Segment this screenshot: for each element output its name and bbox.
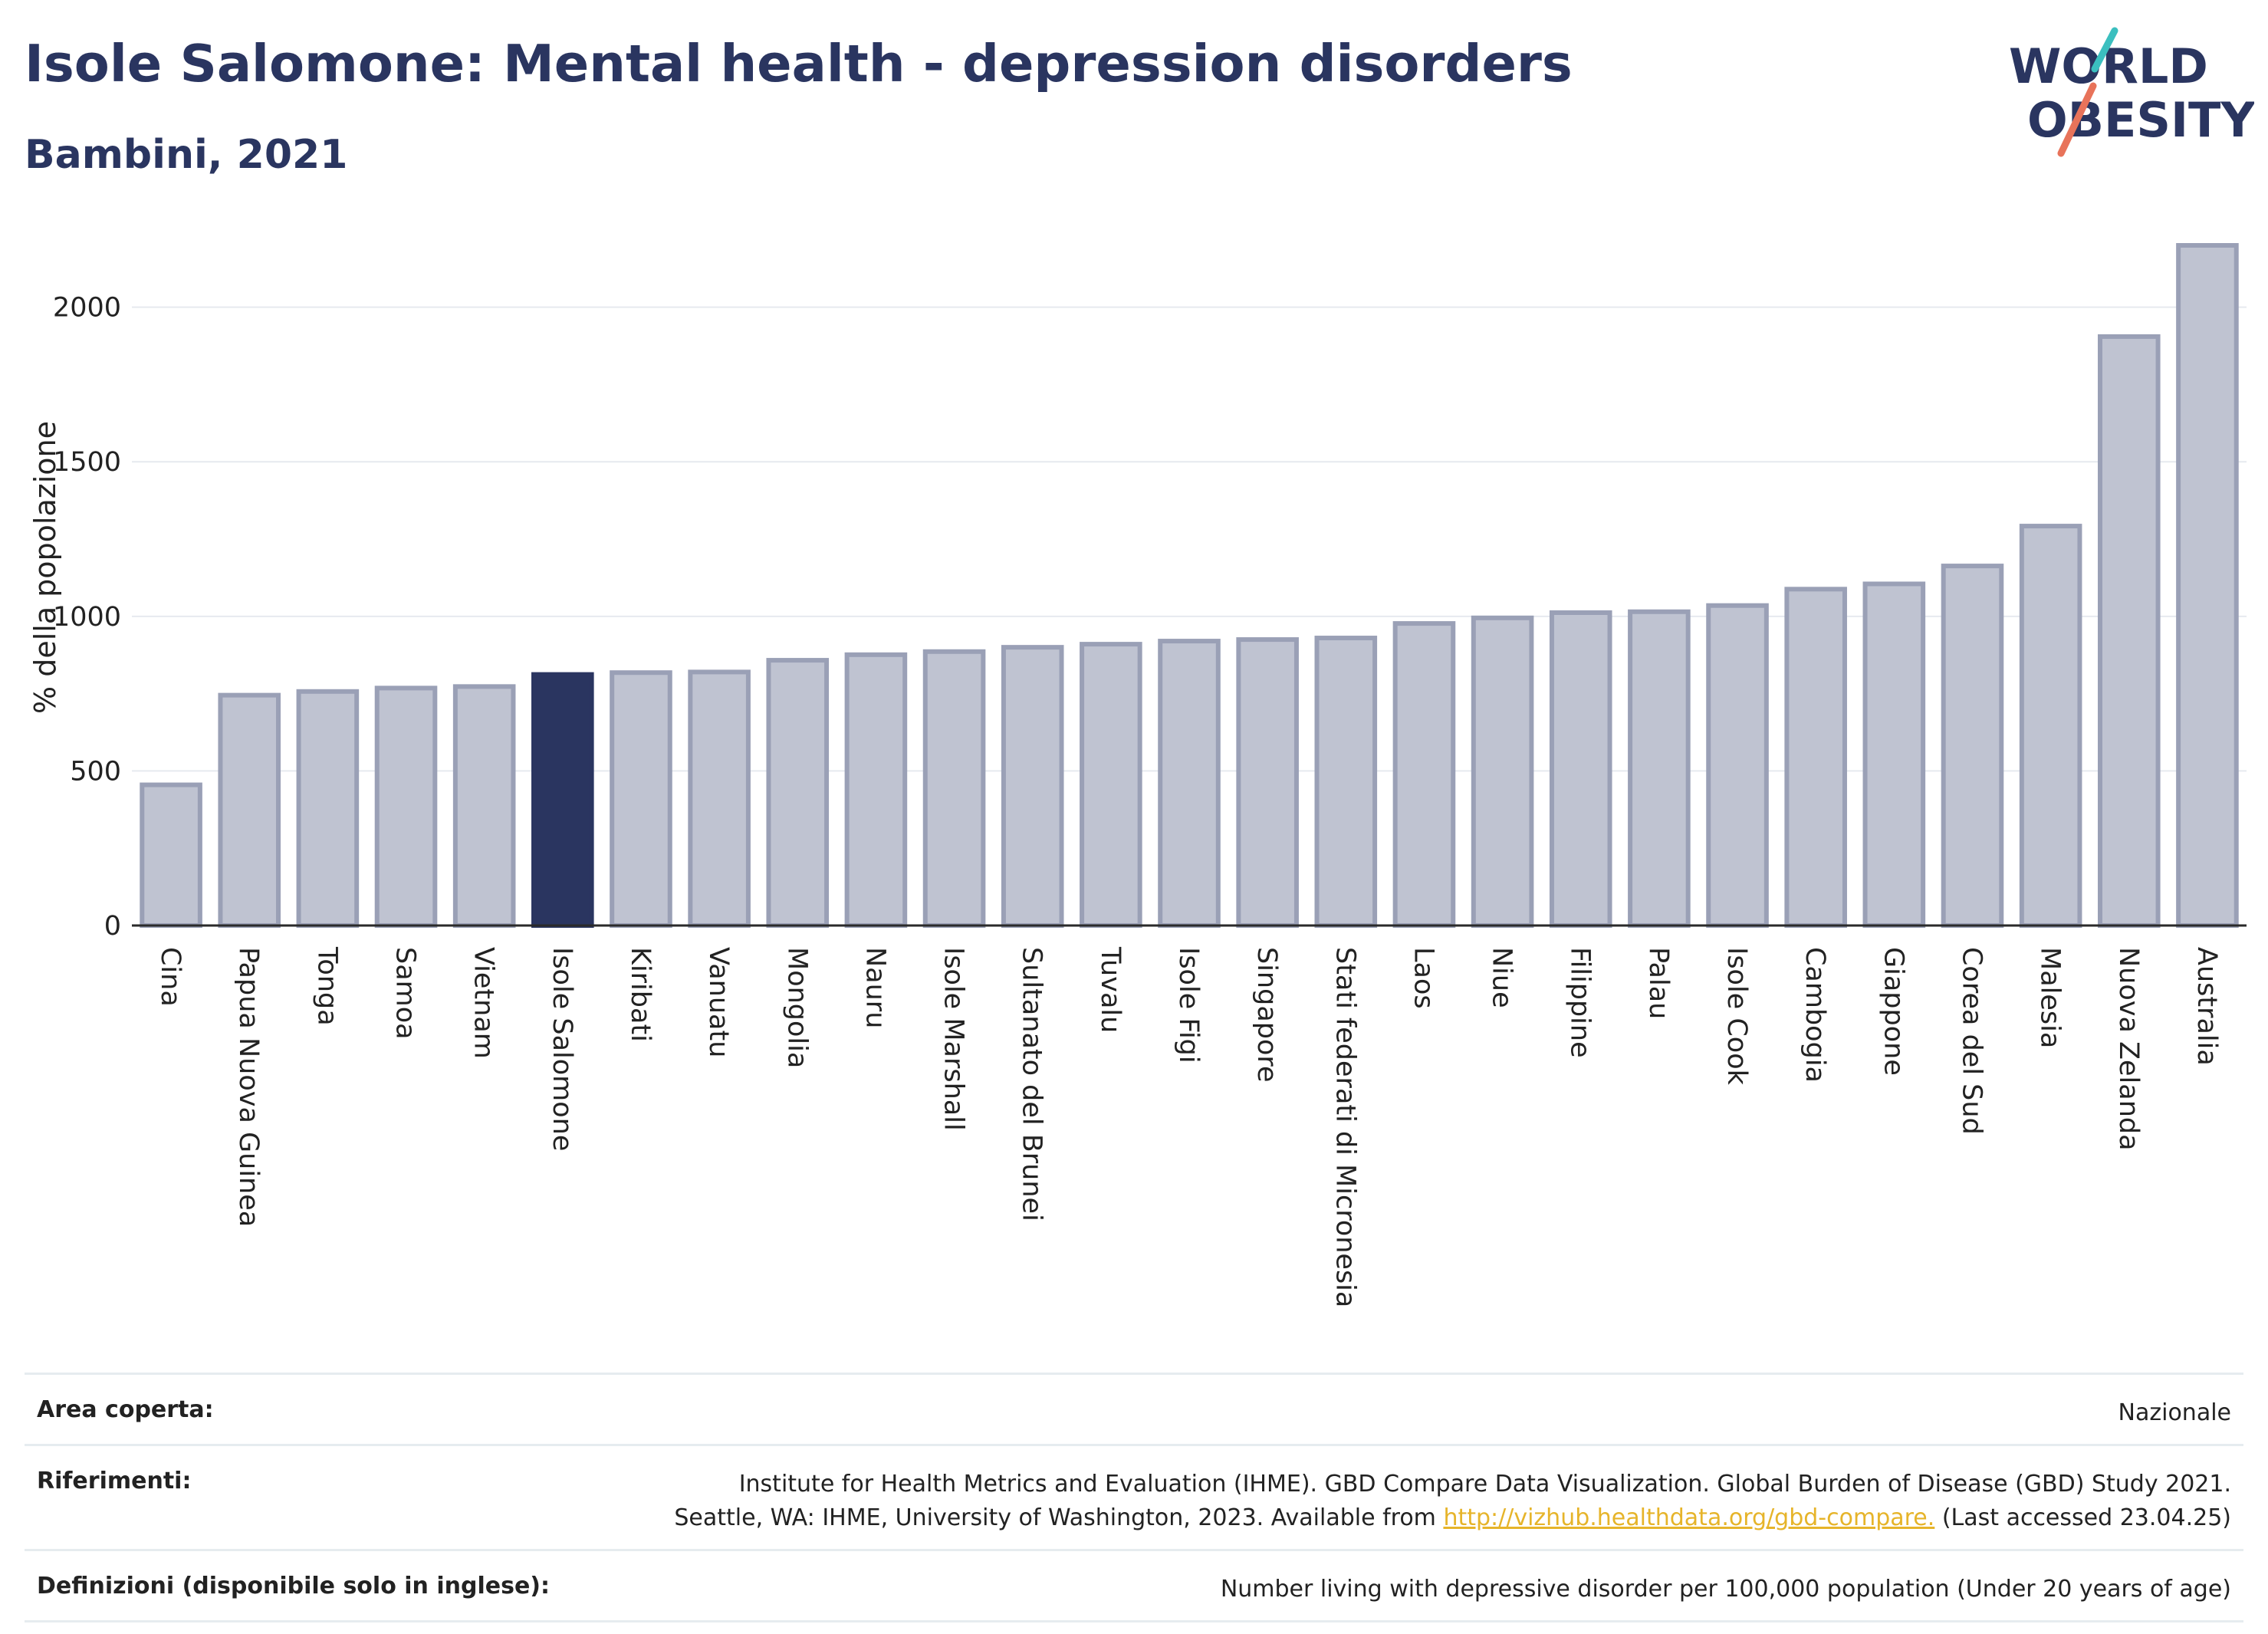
- bar-tonga: [296, 689, 360, 929]
- bar-vietnam: [452, 684, 516, 928]
- info-key-references: Riferimenti:: [37, 1468, 192, 1494]
- x-tick-label: Mongolia: [781, 947, 812, 1068]
- bar-papua-nuova-guinea: [218, 692, 281, 928]
- bar-samoa: [374, 685, 438, 929]
- x-tick-label: Tuvalu: [1095, 946, 1126, 1033]
- info-row-references: Riferimenti: Institute for Health Metric…: [25, 1444, 2243, 1549]
- x-tick-label: Giappone: [1878, 947, 1908, 1076]
- logo-slash-red: [2057, 82, 2097, 157]
- info-value-area: Nazionale: [2118, 1399, 2231, 1426]
- y-axis-label: % della popolazione: [28, 421, 62, 714]
- x-tick-label: Isole Marshall: [938, 947, 969, 1131]
- chart-subtitle: Bambini, 2021: [25, 132, 348, 178]
- y-tick-label: 1500: [53, 447, 121, 478]
- y-axis-ticks: 0 500 1000 1500 2000: [53, 293, 121, 942]
- x-axis-labels: Cina Papua Nuova Guinea Tonga Samoa Vietnam I…: [155, 946, 2222, 1307]
- bar-nauru: [844, 652, 908, 929]
- y-tick-label: 2000: [53, 293, 121, 324]
- bar-niue: [1471, 615, 1534, 929]
- bar-mongolia: [766, 658, 830, 928]
- x-tick-label: Singapore: [1251, 947, 1282, 1083]
- bar-australia: [2176, 243, 2239, 928]
- info-key-definitions: Definizioni (disponibile solo in inglese…: [37, 1573, 550, 1599]
- logo-slash-teal: [2091, 27, 2118, 73]
- bar-laos: [1392, 621, 1456, 928]
- bar-filippine: [1549, 610, 1612, 928]
- x-tick-label: Vietnam: [468, 947, 499, 1059]
- x-tick-label: Malesia: [2035, 947, 2066, 1048]
- info-value-definitions: Number living with depressive disorder p…: [1220, 1576, 2231, 1603]
- x-tick-label: Papua Nuova Guinea: [233, 947, 264, 1227]
- bar-vanuatu: [688, 669, 751, 929]
- info-value-references: Institute for Health Metrics and Evaluat…: [674, 1468, 2231, 1535]
- x-tick-label: Tonga: [311, 946, 342, 1026]
- bar-corea-del-sud: [1941, 564, 2004, 928]
- reference-line-2: Seattle, WA: IHME, University of Washing…: [674, 1501, 2231, 1535]
- x-tick-label: Sultanato del Brunei: [1017, 947, 1047, 1221]
- bar-malesia: [2019, 524, 2082, 928]
- world-obesity-logo: WORLD OBESITY: [2009, 27, 2254, 157]
- bar-singapore: [1236, 637, 1299, 928]
- x-tick-label: Corea del Sud: [1956, 947, 1987, 1135]
- info-row-definitions: Definizioni (disponibile solo in inglese…: [25, 1549, 2243, 1622]
- x-tick-label: Nauru: [860, 947, 890, 1028]
- reference-line-2-end: (Last accessed 23.04.25): [1934, 1504, 2231, 1531]
- bar-isole-salomone: [531, 672, 594, 929]
- bar-palau: [1628, 609, 1691, 928]
- info-row-area: Area coperta: Nazionale: [25, 1373, 2243, 1444]
- bar-tuvalu: [1080, 642, 1142, 928]
- bar-giappone: [1862, 581, 1926, 928]
- info-table: Area coperta: Nazionale Riferimenti: Ins…: [25, 1373, 2243, 1622]
- x-tick-label: Nuova Zelanda: [2113, 947, 2144, 1151]
- x-tick-label: Kiribati: [625, 947, 656, 1042]
- bar-isole-figi: [1158, 639, 1221, 929]
- x-tick-label: Samoa: [390, 947, 421, 1040]
- bar-kiribati: [610, 670, 672, 928]
- reference-line-1: Institute for Health Metrics and Evaluat…: [738, 1471, 2231, 1498]
- bar-isole-marshall: [922, 649, 986, 928]
- x-tick-label: Stati federati di Micronesia: [1330, 947, 1360, 1307]
- x-tick-label: Filippine: [1565, 947, 1596, 1058]
- bar-nuova-zelanda: [2097, 334, 2161, 928]
- x-tick-label: Palau: [1643, 947, 1674, 1019]
- reference-link[interactable]: http://vizhub.healthdata.org/gbd-compare…: [1443, 1504, 1935, 1531]
- y-tick-label: 0: [104, 911, 121, 942]
- bar-cambogia: [1784, 587, 1847, 928]
- chart-title: Isole Salomone: Mental health - depressi…: [25, 34, 1573, 94]
- bar-cina: [140, 782, 202, 928]
- x-tick-label: Isole Salomone: [547, 947, 577, 1151]
- x-tick-label: Vanuatu: [703, 947, 734, 1057]
- bar-chart: 0 500 1000 1500 2000 Cina Papua Nuova Guinea T…: [28, 243, 2247, 1307]
- reference-line-2-start: Seattle, WA: IHME, University of Washing…: [674, 1504, 1444, 1531]
- bar-sultanato-del-brunei: [1001, 645, 1064, 928]
- bar-isole-cook: [1706, 603, 1769, 929]
- x-tick-label: Isole Figi: [1173, 947, 1204, 1064]
- y-tick-label: 500: [70, 756, 121, 787]
- x-tick-label: Cina: [155, 947, 186, 1007]
- y-tick-label: 1000: [53, 602, 121, 633]
- x-tick-label: Isole Cook: [1721, 947, 1752, 1086]
- x-tick-label: Niue: [1487, 947, 1517, 1008]
- x-tick-label: Cambogia: [1800, 947, 1830, 1083]
- x-tick-label: Australia: [2191, 947, 2222, 1066]
- bars: [140, 243, 2239, 929]
- bar-stati-federati-di-micronesia: [1314, 636, 1378, 928]
- info-key-area: Area coperta:: [37, 1396, 214, 1423]
- x-tick-label: Laos: [1408, 947, 1438, 1009]
